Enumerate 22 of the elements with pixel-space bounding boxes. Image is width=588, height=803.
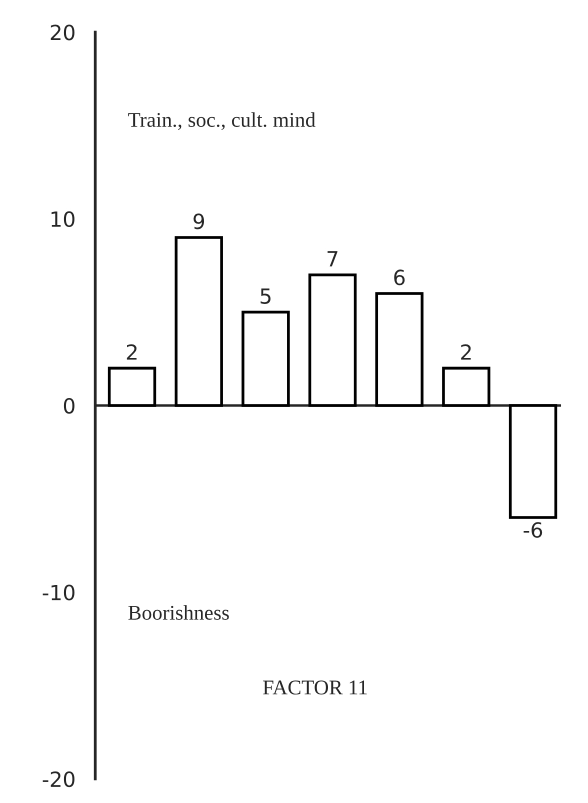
y-tick-label: -10 — [42, 584, 74, 600]
bar — [174, 236, 223, 407]
data-label: 6 — [394, 270, 405, 286]
data-label: 9 — [194, 214, 204, 230]
annotation: FACTOR 11 — [263, 680, 367, 695]
y-tick-label: -20 — [42, 771, 74, 788]
bar — [108, 366, 156, 407]
bar — [308, 273, 357, 407]
data-label: 5 — [260, 288, 270, 304]
y-tick-label: 10 — [52, 211, 74, 228]
y-tick-label: 0 — [64, 398, 74, 414]
data-label: 2 — [126, 344, 137, 360]
bar — [508, 404, 558, 519]
annotation: Boorishness — [128, 605, 229, 620]
data-label: -6 — [524, 522, 542, 538]
y-tick-label: 20 — [50, 24, 74, 40]
bar — [442, 366, 490, 407]
annotation: Train., soc., cult. mind — [128, 112, 316, 130]
data-label: 2 — [461, 344, 471, 360]
bar — [242, 310, 290, 407]
bar — [375, 292, 424, 407]
data-label: 7 — [328, 251, 338, 266]
